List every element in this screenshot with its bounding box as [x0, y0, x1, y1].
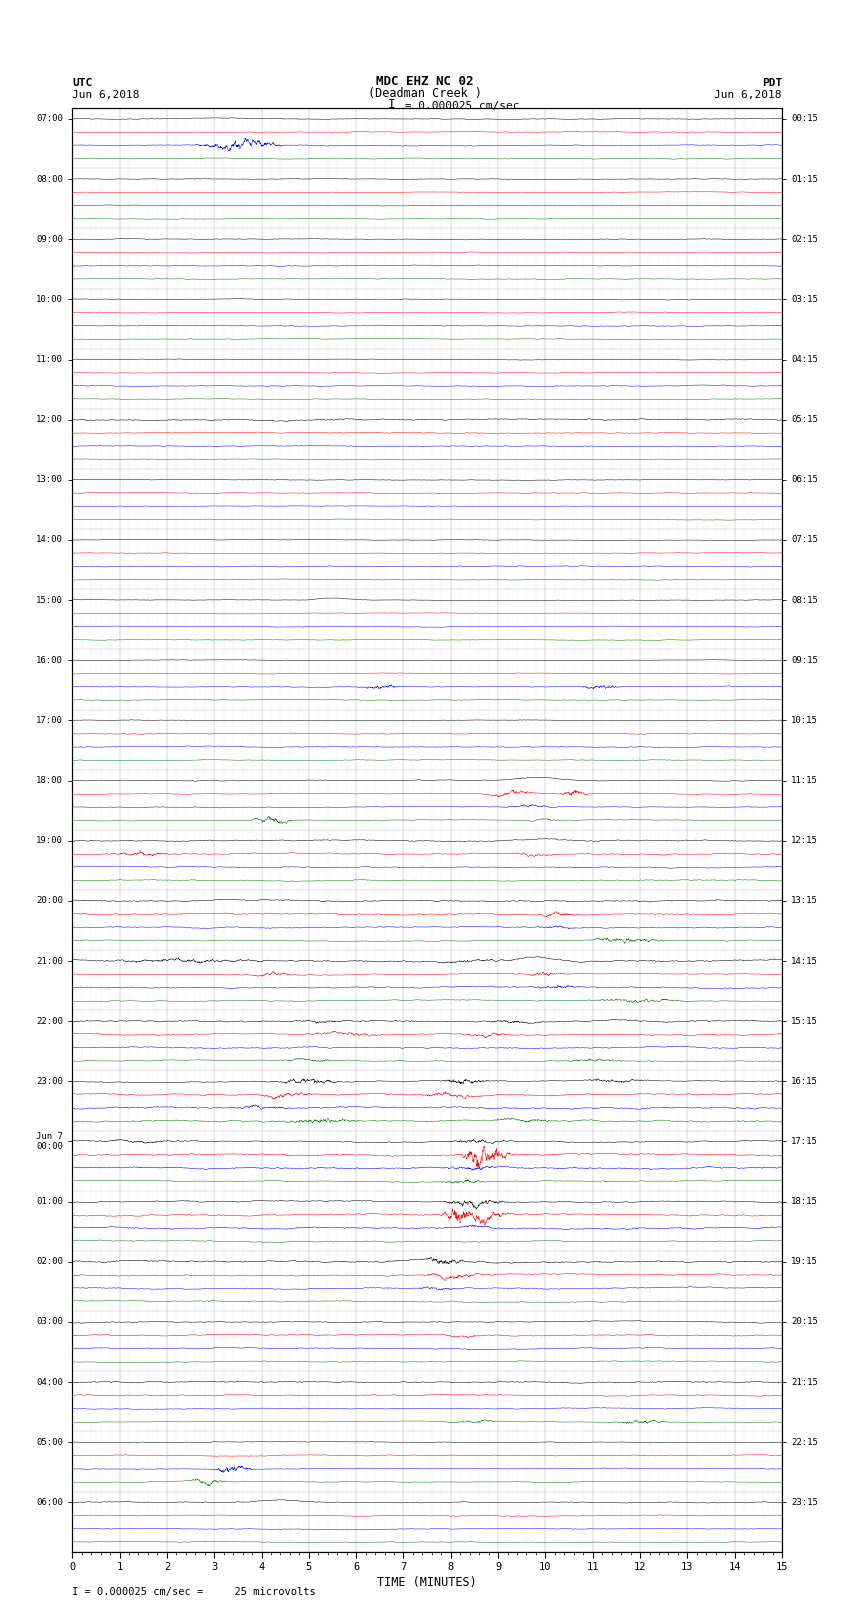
Text: UTC: UTC — [72, 77, 93, 87]
Text: I: I — [388, 98, 395, 111]
Text: (Deadman Creek ): (Deadman Creek ) — [368, 87, 482, 100]
Text: = 0.000025 cm/sec: = 0.000025 cm/sec — [398, 102, 519, 111]
Text: Jun 6,2018: Jun 6,2018 — [715, 90, 782, 100]
Text: Jun 6,2018: Jun 6,2018 — [72, 90, 139, 100]
Text: I = 0.000025 cm/sec =     25 microvolts: I = 0.000025 cm/sec = 25 microvolts — [72, 1587, 316, 1597]
Text: MDC EHZ NC 02: MDC EHZ NC 02 — [377, 74, 473, 87]
Text: PDT: PDT — [762, 77, 782, 87]
X-axis label: TIME (MINUTES): TIME (MINUTES) — [377, 1576, 477, 1589]
